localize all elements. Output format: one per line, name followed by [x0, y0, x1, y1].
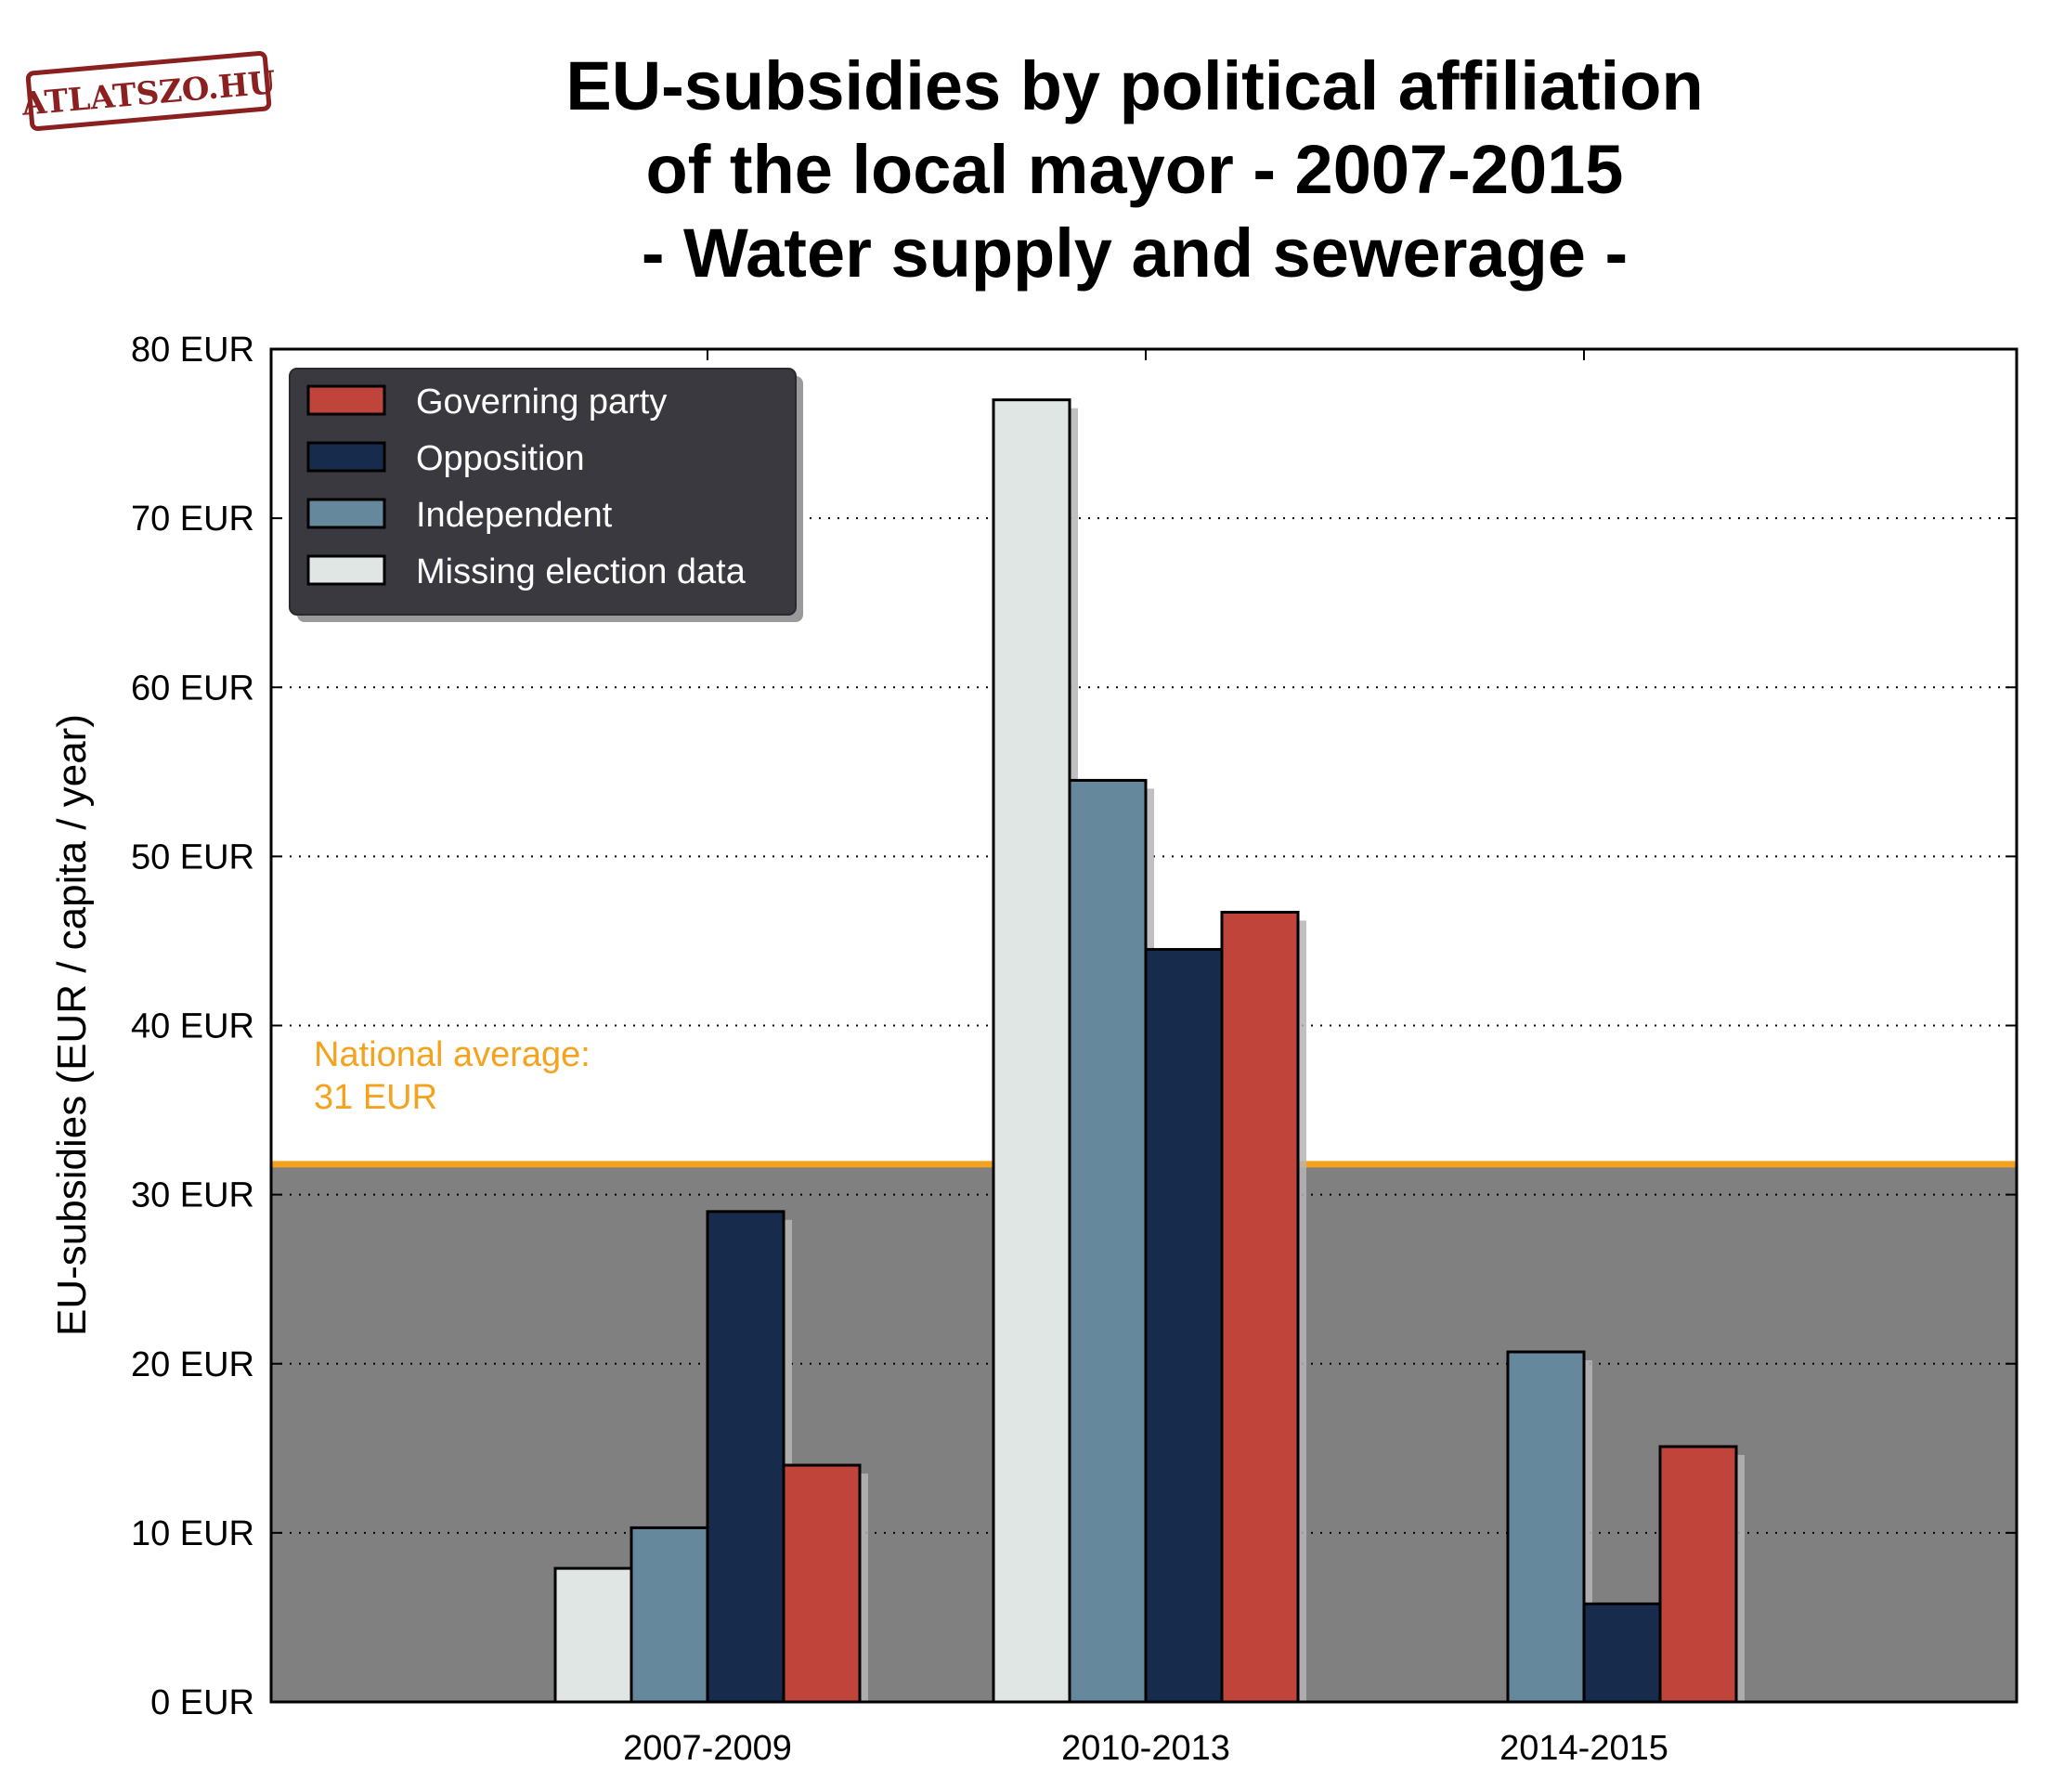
y-tick-label: 70 EUR	[131, 500, 254, 539]
bar-independent-2014-2015	[1506, 1350, 1586, 1704]
legend-label: Opposition	[416, 439, 585, 478]
bar-independent-2007-2009	[630, 1526, 709, 1704]
legend-label: Missing election data	[416, 552, 746, 591]
bar-opposition-2010-2013	[1144, 948, 1224, 1704]
y-tick-label: 50 EUR	[131, 838, 254, 877]
legend-swatch-missing-election-data	[306, 554, 386, 586]
legend-swatch-opposition	[306, 441, 386, 473]
x-tick-label: 2007-2009	[623, 1729, 792, 1768]
y-axis-label: EU-subsidies (EUR / capita / year)	[49, 714, 95, 1336]
chart-title-line-2: of the local mayor - 2007-2015	[646, 131, 1624, 208]
national-average-label-line-2: 31 EUR	[314, 1078, 437, 1117]
legend-swatch-independent	[306, 498, 386, 529]
bar-opposition-2007-2009	[706, 1210, 785, 1704]
y-tick-label: 20 EUR	[131, 1345, 254, 1384]
bar-governing-party-2014-2015	[1658, 1445, 1738, 1704]
bar-missing-election-data-2007-2009	[553, 1566, 633, 1704]
legend-label: Governing party	[416, 383, 667, 422]
legend: Governing party Opposition Independent Miss…	[289, 368, 803, 622]
x-tick-label: 2014-2015	[1499, 1729, 1668, 1768]
y-tick-label: 60 EUR	[131, 669, 254, 708]
bar-opposition-2014-2015	[1582, 1602, 1662, 1704]
bar-independent-2010-2013	[1068, 778, 1148, 1704]
legend-box	[289, 368, 797, 616]
y-tick-label: 10 EUR	[131, 1514, 254, 1553]
y-tick-label: 40 EUR	[131, 1007, 254, 1046]
bar-governing-party-2007-2009	[782, 1463, 862, 1704]
y-tick-label: 80 EUR	[131, 331, 254, 370]
bars	[553, 398, 1738, 1704]
national-average-label-line-1: National average:	[314, 1035, 591, 1074]
bar-missing-election-data-2010-2013	[992, 398, 1071, 1704]
y-tick-label: 30 EUR	[131, 1176, 254, 1215]
y-tick-label: 0 EUR	[150, 1683, 254, 1722]
x-ticks: 2007-2009 2010-2013 2014-2015	[623, 349, 1668, 1768]
legend-label: Independent	[416, 496, 613, 535]
chart-title-line-3: - Water supply and sewerage -	[642, 214, 1628, 292]
legend-items: Governing party Opposition Independent Miss…	[306, 383, 746, 591]
chart-title-line-1: EU-subsidies by political affiliation	[565, 47, 1703, 124]
x-tick-label: 2010-2013	[1061, 1729, 1230, 1768]
bar-governing-party-2010-2013	[1220, 910, 1300, 1704]
logo-stamp: ATLATSZO.HU	[19, 50, 278, 132]
y-ticks: 0 EUR 10 EUR 20 EUR 30 EUR 40 EUR 50 EUR 60 EU…	[131, 331, 2017, 1722]
legend-swatch-governing-party	[306, 384, 386, 416]
logo-border	[25, 50, 272, 132]
